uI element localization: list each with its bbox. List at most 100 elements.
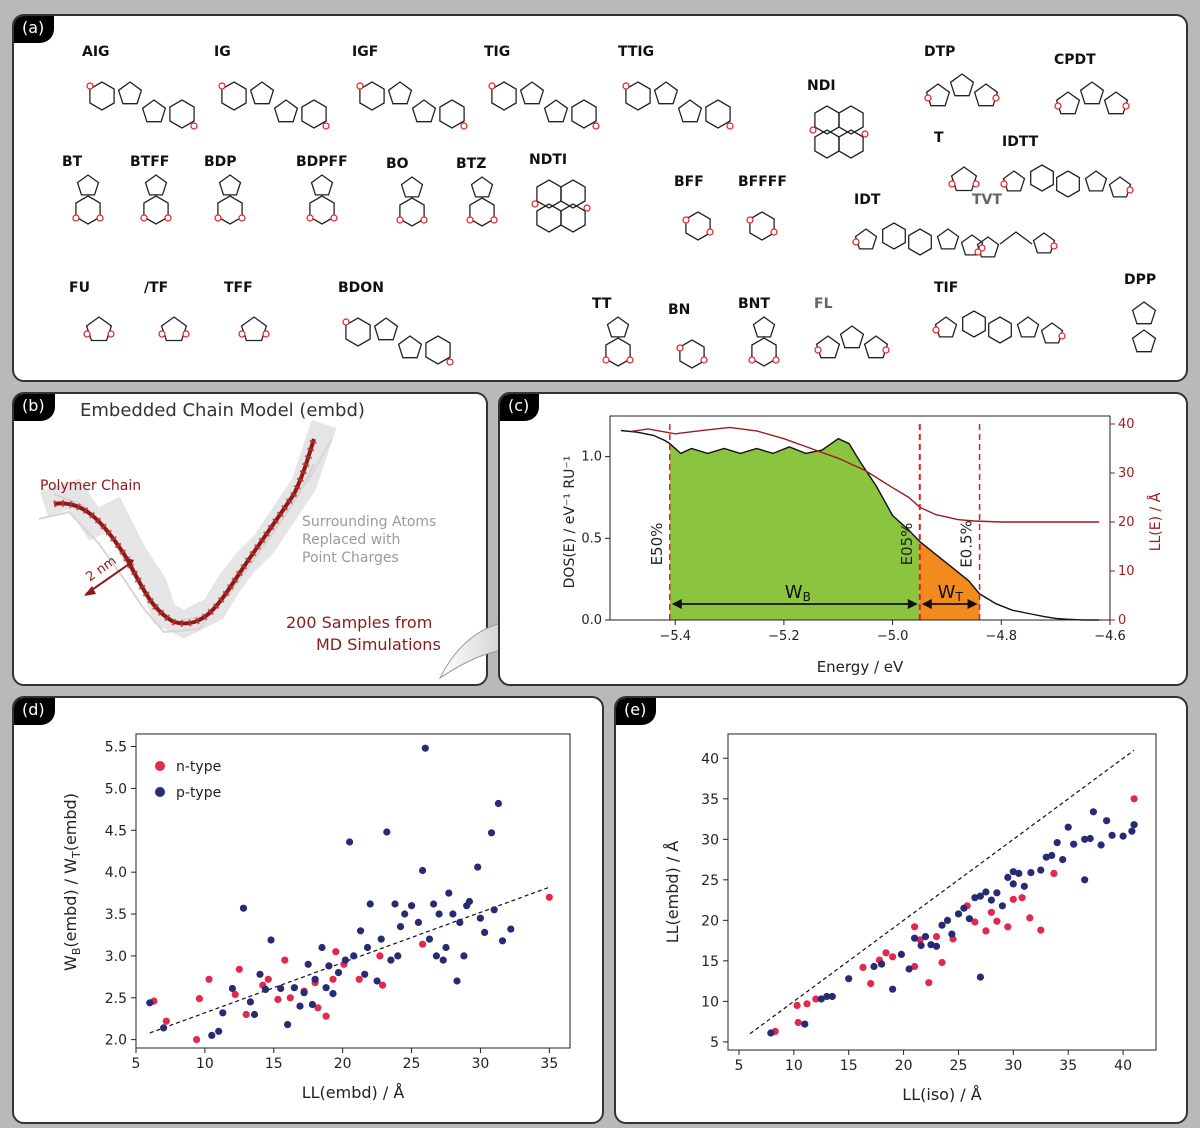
p-type-point [987, 896, 995, 904]
link-site-marker [342, 318, 350, 326]
p-type-point [387, 956, 395, 964]
plot-frame [609, 415, 1111, 621]
p-type-point [965, 915, 973, 923]
p-type-point [261, 985, 270, 993]
p-type-point [1086, 834, 1094, 843]
n-type-point [859, 963, 867, 971]
link-site-marker [726, 122, 734, 130]
molecule-structure [950, 166, 978, 192]
y2-tick-label: 20 [1118, 515, 1135, 530]
n-type-point [231, 990, 239, 998]
marker-label: E05% [898, 523, 916, 566]
link-site-marker [86, 82, 94, 90]
molecule-label: DTP [924, 44, 955, 60]
molecule-igf: IGF [352, 44, 468, 130]
p-type-point [1020, 882, 1028, 890]
molecule-fl: FL [814, 296, 890, 359]
molecule-structure [345, 317, 451, 365]
p-type-point [396, 923, 405, 931]
y-tick-label: 20 [701, 913, 719, 929]
molecule-label: BDPFF [296, 154, 348, 170]
molecule-label: BTZ [456, 156, 486, 172]
n-type-point [379, 981, 387, 989]
molecule-structure [160, 316, 188, 342]
link-site-marker [974, 248, 982, 256]
fit-line [149, 886, 550, 1034]
molecule-structure [469, 176, 495, 227]
p-type-point [905, 965, 913, 973]
link-site-marker [583, 204, 591, 212]
n-type-point [274, 995, 282, 1003]
p-type-point [439, 956, 447, 964]
link-site-marker [356, 82, 364, 90]
n-type-point [911, 962, 919, 971]
molecule-label: IDT [854, 192, 881, 208]
molecule-structure [1002, 164, 1132, 198]
molecule-label: AIG [82, 44, 110, 60]
n-type-point [322, 1012, 330, 1020]
molecule-structure [143, 174, 169, 225]
p-type-point [494, 799, 502, 808]
p-type-point [870, 962, 878, 971]
n-type-point [1130, 795, 1138, 803]
link-site-marker [676, 344, 684, 352]
link-site-marker [238, 214, 246, 222]
p-type-point [284, 1021, 292, 1029]
p-type-point [507, 925, 515, 933]
p-type-point [215, 1027, 223, 1035]
wb-arrow-head [671, 599, 682, 609]
surrounding-label-1: Surrounding Atoms [302, 514, 436, 530]
x-axis-label: Energy / eV [817, 658, 904, 676]
n-type-point [205, 975, 213, 983]
p-type-point [801, 1020, 809, 1028]
link-site-marker [140, 214, 148, 222]
link-site-marker [1050, 242, 1058, 250]
link-site-marker [1122, 102, 1130, 110]
link-site-marker [682, 216, 690, 224]
molecule-bn: BN [668, 302, 708, 369]
samples-label-2: MD Simulations [316, 635, 441, 654]
p-type-point [308, 1000, 316, 1009]
y2-tick-label: 40 [1118, 417, 1135, 432]
y-tick-label: 30 [701, 832, 719, 848]
molecule-label: IDTT [1002, 134, 1039, 150]
p-type-point [1130, 821, 1138, 829]
panel-d-scatter: (d) 5 10 15 20 25 30 35 2.0 2.5 3.0 3.5 4.0 4.5 5.0 5.… [12, 696, 604, 1124]
n-type-point [794, 1018, 802, 1027]
n-type-point [314, 1004, 322, 1012]
n-type-point [329, 975, 337, 983]
molecule-btff: BTFF [130, 154, 172, 225]
p-type-point [1059, 856, 1067, 864]
p-type-point [1037, 866, 1045, 874]
molecule-structure [309, 174, 335, 225]
p-type-point [449, 910, 457, 918]
wb-band-area [669, 438, 920, 620]
p-type-point [976, 892, 984, 900]
molecule-structure [605, 316, 631, 367]
link-site-marker [992, 94, 1000, 102]
molecule-structure [491, 81, 597, 129]
molecule-bdon: BDON [338, 280, 454, 366]
link-site-marker [1000, 180, 1008, 188]
y-tick-label: 15 [701, 954, 719, 970]
molecule-bdpff: BDPFF [296, 154, 348, 225]
molecule-structure [89, 81, 195, 129]
x-tick-label: 30 [1004, 1058, 1022, 1074]
molecule-structure [1055, 81, 1129, 115]
molecule-label: BDON [338, 280, 384, 296]
x-tick-label: 20 [895, 1058, 913, 1074]
ratio-scatter-chart: 5 10 15 20 25 30 35 2.0 2.5 3.0 3.5 4.0 4.5 5.0 5.5 LL(… [61, 733, 571, 1102]
p-type-point [425, 935, 434, 943]
molecule-fu: FU [69, 280, 115, 342]
molecule-label: TIG [484, 44, 510, 60]
molecule-tf: /TF [144, 280, 190, 342]
polymer-chain-label: Polymer Chain [40, 478, 141, 494]
p-type-point [476, 914, 484, 922]
molecule-ndi: NDI [807, 78, 869, 159]
molecule-label: BNT [738, 296, 770, 312]
link-site-marker [218, 82, 226, 90]
panel-a-molecule-library: (a) AIG IG IGF TIG TTIG NDI DTP CPDT IDTT T BT BTFF… [12, 14, 1188, 382]
p-type-point [927, 941, 935, 949]
p-type-point [435, 910, 443, 918]
p-type-point [948, 930, 956, 938]
